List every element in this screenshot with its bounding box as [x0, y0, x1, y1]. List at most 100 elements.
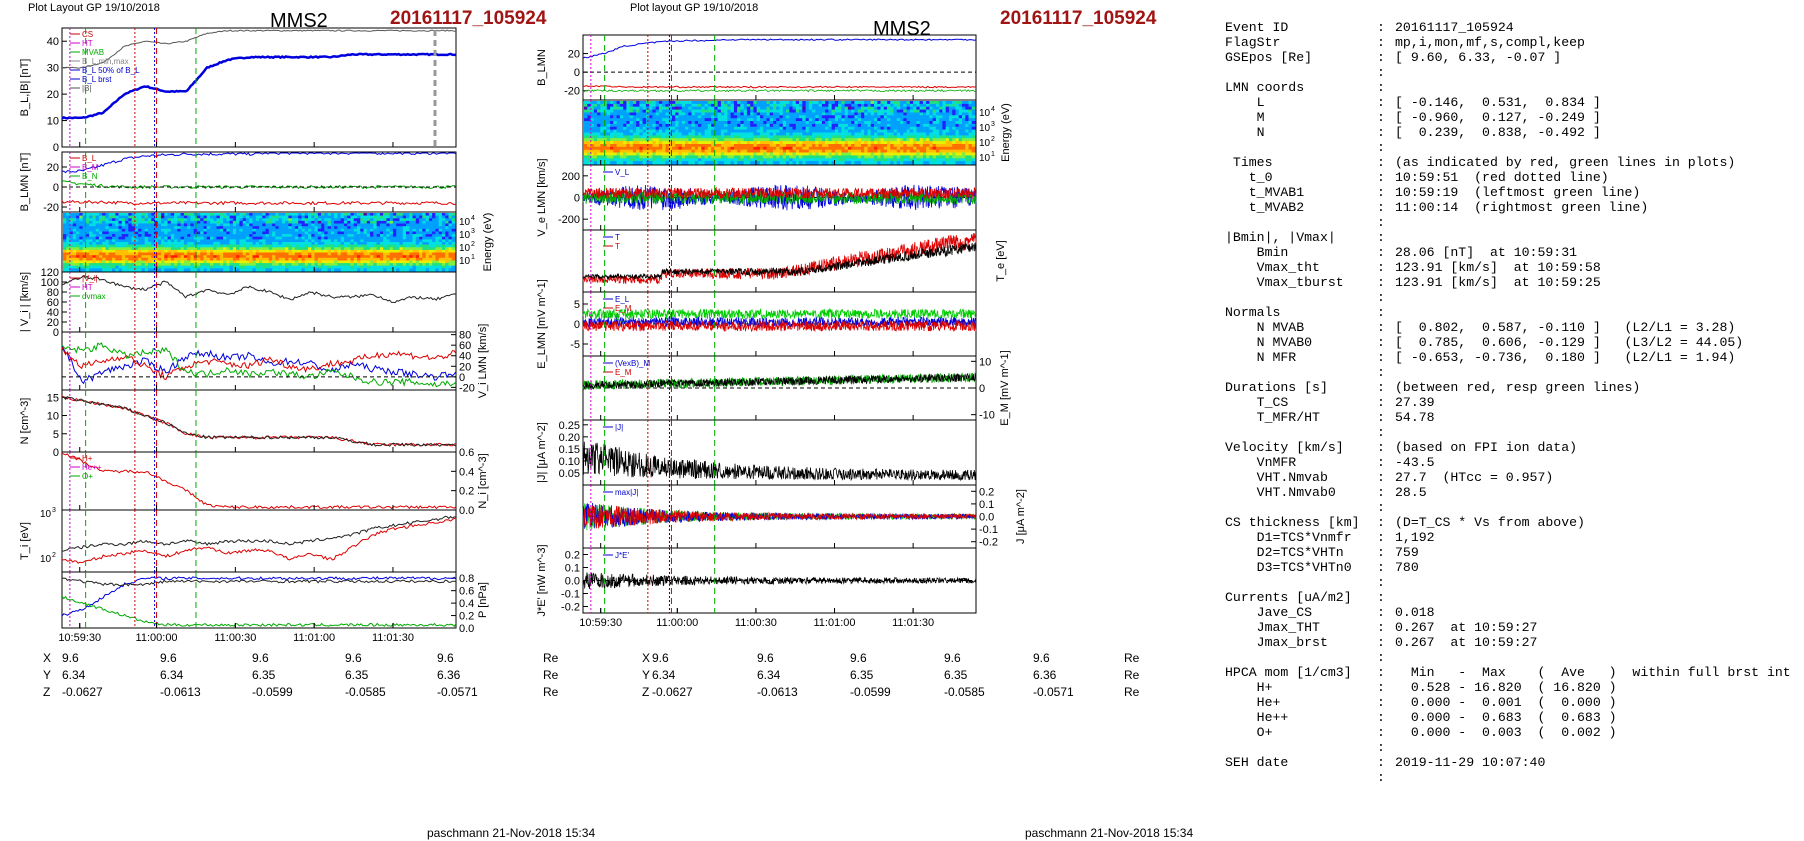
- y-axis-label: B_L,|B| [nT]: [19, 59, 31, 117]
- info-value: 27.39: [1395, 395, 1435, 410]
- info-value: (as indicated by red, green lines in plo…: [1395, 155, 1736, 170]
- y-tick-exponent: 1: [471, 254, 475, 261]
- legend-entry: B_N: [82, 172, 98, 181]
- position-value: 6.35: [850, 668, 874, 682]
- info-colon: :: [1377, 425, 1385, 440]
- position-value: -0.0627: [62, 685, 103, 699]
- legend-entry: B_M: [82, 163, 99, 172]
- position-value: 6.35: [252, 668, 276, 682]
- info-value: 0.000 - 0.001 ( 0.000 ): [1395, 695, 1617, 710]
- y-tick-label: -0.1: [979, 524, 998, 536]
- series-E_M: [582, 372, 977, 390]
- position-value: -0.0627: [652, 685, 693, 699]
- info-row: N MFR: [ -0.653, -0.736, 0.180 ] (L2/L1 =…: [1225, 350, 1791, 365]
- legend-entry: J*E': [615, 551, 629, 560]
- y-tick-label: 0.0: [459, 623, 474, 635]
- left-spacecraft-title: MMS2: [270, 10, 328, 32]
- info-row: :: [1225, 365, 1791, 380]
- info-row: T_MFR/HT:54.78: [1225, 410, 1791, 425]
- info-colon: :: [1377, 620, 1385, 635]
- info-row: :: [1225, 575, 1791, 590]
- y-tick-label: 0.05: [559, 468, 580, 480]
- info-row: O+: 0.000 - 0.003 ( 0.002 ): [1225, 725, 1791, 740]
- y-tick-label: 15: [47, 392, 59, 404]
- series-He++: [61, 452, 457, 510]
- y-axis-label: | V_i | [km/s]: [19, 272, 31, 332]
- info-row: H+: 0.528 - 16.820 ( 16.820 ): [1225, 680, 1791, 695]
- legend-entry: dvmax: [82, 292, 106, 301]
- y-tick-label: 10: [459, 256, 471, 267]
- info-colon: :: [1377, 260, 1385, 275]
- info-value: 54.78: [1395, 410, 1435, 425]
- info-key: T_MFR/HT: [1225, 410, 1320, 425]
- info-value: [ -0.146, 0.531, 0.834 ]: [1395, 95, 1601, 110]
- y-tick-label: 20: [568, 49, 580, 61]
- y-tick-label: -0.2: [561, 602, 580, 614]
- panel-frame: [582, 229, 977, 293]
- info-key: t_MVAB2: [1225, 200, 1305, 215]
- position-value: 6.35: [345, 668, 369, 682]
- info-row: t_0:10:59:51 (red dotted line): [1225, 170, 1791, 185]
- info-colon: :: [1377, 140, 1385, 155]
- x-tick-label: 11:01:30: [372, 632, 414, 644]
- y-tick-label: 10: [459, 217, 471, 228]
- info-colon: :: [1377, 440, 1385, 455]
- info-row: :: [1225, 740, 1791, 755]
- info-value: 0.000 - 0.003 ( 0.002 ): [1395, 725, 1617, 740]
- y-tick-label: 0: [574, 319, 580, 331]
- info-colon: :: [1377, 710, 1385, 725]
- info-row: GSEpos [Re]: [ 9.60, 6.33, -0.07 ]: [1225, 50, 1791, 65]
- info-colon: :: [1377, 320, 1385, 335]
- info-row: :: [1225, 500, 1791, 515]
- series-E_M: [582, 320, 977, 333]
- info-row: Jmax_brst:0.267 at 10:59:27: [1225, 635, 1791, 650]
- info-value: 0.018: [1395, 605, 1435, 620]
- info-key: CS thickness [km]: [1225, 515, 1360, 530]
- info-row: Vmax_tht:123.91 [km/s] at 10:59:58: [1225, 260, 1791, 275]
- info-key: HPCA mom [1/cm3]: [1225, 665, 1352, 680]
- y-tick-exponent: 1: [991, 151, 995, 158]
- legend-entry: T: [615, 242, 620, 251]
- y-axis-label: P [nPa]: [477, 582, 489, 618]
- y-tick-label: -20: [43, 202, 59, 214]
- info-key: Event ID: [1225, 20, 1289, 35]
- info-value: (D=T_CS * Vs from above): [1395, 515, 1585, 530]
- y-tick-label: -0.1: [561, 589, 580, 601]
- info-key: M: [1225, 110, 1265, 125]
- y-axis-label: E_M [mV m^-1]: [999, 350, 1011, 425]
- x-tick-label: 10:59:30: [579, 617, 622, 629]
- series-V_M: [582, 186, 977, 200]
- series-B_L: [61, 52, 457, 120]
- y-tick-label: 0.15: [559, 444, 580, 456]
- info-colon: :: [1377, 380, 1385, 395]
- y-tick-exponent: 2: [52, 552, 56, 559]
- y-tick-label: 0.0: [459, 505, 474, 517]
- energy-spectrogram: [584, 101, 976, 165]
- y-tick-label: 60: [47, 297, 59, 309]
- info-row: He+: 0.000 - 0.001 ( 0.000 ): [1225, 695, 1791, 710]
- y-axis-label: B_LMN: [536, 49, 548, 86]
- y-tick-label: 10: [47, 411, 59, 423]
- series-T_par: [61, 515, 456, 552]
- info-value: 28.5: [1395, 485, 1427, 500]
- info-key: GSEpos [Re]: [1225, 50, 1313, 65]
- info-row: Currents [uA/m2]:: [1225, 590, 1791, 605]
- position-row-label: Y: [642, 668, 651, 682]
- position-value: -0.0571: [437, 685, 478, 699]
- info-colon: :: [1377, 485, 1385, 500]
- legend-entry: E_M: [615, 304, 632, 313]
- info-colon: :: [1377, 665, 1385, 680]
- y-tick-label: 30: [47, 63, 59, 75]
- left-event-id: 20161117_105924: [390, 8, 547, 29]
- y-tick-exponent: 3: [991, 121, 995, 128]
- series-V_N: [582, 190, 977, 206]
- info-value: 0.000 - 0.683 ( 0.683 ): [1395, 710, 1617, 725]
- position-value: 9.6: [652, 651, 669, 665]
- position-value: 6.34: [652, 668, 676, 682]
- legend-entry: He++: [82, 463, 102, 472]
- y-tick-label: 0.4: [459, 466, 474, 478]
- y-axis-label: J*E' [nW m^-3]: [536, 544, 548, 616]
- info-key: L: [1225, 95, 1265, 110]
- info-key: LMN coords: [1225, 80, 1305, 95]
